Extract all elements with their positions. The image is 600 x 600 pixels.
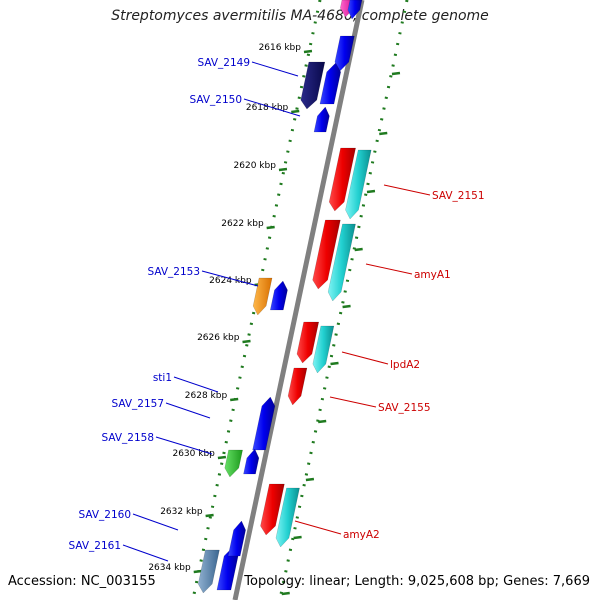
- gene-sav-2155-red[interactable]: [287, 367, 308, 406]
- scale-tick-label: 2616 kbp: [259, 43, 302, 53]
- scale-tick-right: [366, 189, 376, 194]
- right-label-leader: [341, 351, 389, 365]
- scale-tick-left: [230, 397, 239, 402]
- left-gene-label[interactable]: SAV_2153: [147, 266, 200, 278]
- scale-tick-left: [278, 167, 288, 172]
- scale-tick-left: [291, 109, 300, 114]
- left-gene-label[interactable]: SAV_2157: [111, 398, 164, 410]
- scale-tick-right: [318, 419, 327, 424]
- scale-tick-right: [293, 535, 302, 540]
- gene-sav-2161-steel[interactable]: [197, 549, 220, 594]
- right-gene-label[interactable]: lpdA2: [390, 359, 420, 371]
- right-label-leader: [294, 520, 342, 535]
- left-label-leader: [173, 376, 219, 393]
- scale-tick-right: [342, 304, 351, 309]
- left-label-leader: [251, 61, 299, 77]
- scale-tick-label: 2618 kbp: [246, 103, 289, 113]
- scale-tick-label: 2626 kbp: [197, 333, 240, 343]
- gene-sav-2158-green[interactable]: [224, 449, 243, 478]
- genome-backbone: [232, 0, 365, 600]
- scale-tick-left: [242, 339, 251, 344]
- scale-tick-label: 2622 kbp: [221, 219, 264, 229]
- left-gene-label[interactable]: SAV_2149: [197, 57, 250, 69]
- scale-tick-label: 2634 kbp: [148, 563, 191, 573]
- gene-sav-2149[interactable]: [300, 61, 326, 110]
- right-label-leader: [329, 396, 377, 408]
- gene-sav-2158-blue[interactable]: [243, 448, 260, 475]
- left-gene-label[interactable]: sti1: [153, 372, 172, 384]
- scale-tick-left: [303, 49, 313, 54]
- gene-amya1-red[interactable]: [312, 219, 341, 290]
- left-label-leader: [132, 513, 179, 531]
- gene-amya2-cyan[interactable]: [275, 487, 300, 548]
- gene-sav-2150[interactable]: [313, 106, 330, 133]
- scale-tick-label: 2628 kbp: [185, 391, 228, 401]
- left-label-leader: [243, 98, 301, 117]
- scale-tick-right: [391, 71, 401, 76]
- right-gene-label[interactable]: amyA2: [343, 529, 380, 541]
- gene-amya2-red[interactable]: [260, 483, 285, 536]
- gene-lpda2-cyan[interactable]: [312, 325, 335, 374]
- right-label-leader: [365, 263, 413, 275]
- left-label-leader: [122, 544, 169, 562]
- gene-lpda2-red[interactable]: [296, 321, 320, 364]
- gene-sti1[interactable]: [252, 396, 276, 451]
- scale-tick-label: 2630 kbp: [172, 449, 215, 459]
- gene-sav-2153-blue[interactable]: [269, 280, 288, 311]
- gene-blue-2616[interactable]: [334, 35, 355, 72]
- gene-sav-2151-cyan[interactable]: [345, 149, 372, 220]
- scale-tick-left: [217, 455, 227, 460]
- left-label-leader: [201, 270, 259, 287]
- gene-partial-blue[interactable]: [347, 0, 363, 20]
- scale-tick-left: [266, 225, 275, 230]
- right-label-leader: [383, 184, 431, 196]
- scale-tick-left: [193, 569, 202, 574]
- left-gene-label[interactable]: SAV_2150: [189, 94, 242, 106]
- scale-tick-right: [354, 247, 363, 252]
- right-gene-label[interactable]: amyA1: [414, 269, 451, 281]
- gene-amya1-cyan[interactable]: [327, 223, 356, 302]
- scale-tick-right: [281, 591, 290, 596]
- scale-tick-label: 2632 kbp: [160, 507, 203, 517]
- scale-tick-label: 2624 kbp: [209, 276, 252, 286]
- left-gene-label[interactable]: SAV_2158: [101, 432, 154, 444]
- map-title: Streptomyces avermitilis MA-4680, comple…: [111, 8, 489, 24]
- gene-sav-2151-red[interactable]: [328, 147, 356, 212]
- gene-sav-2153-orange[interactable]: [252, 277, 273, 316]
- scale-tick-left: [205, 513, 214, 518]
- left-label-leader: [165, 402, 211, 419]
- gene-sav-2160[interactable]: [227, 520, 246, 557]
- scale-tick-right: [379, 131, 388, 136]
- right-gene-label[interactable]: SAV_2155: [378, 402, 431, 414]
- left-gene-label[interactable]: SAV_2161: [68, 540, 121, 552]
- scale-tick-label: 2620 kbp: [234, 161, 277, 171]
- accession-text: Accession: NC_003155: [8, 574, 156, 589]
- scale-tick-right: [330, 361, 339, 366]
- topology-text: Topology: linear; Length: 9,025,608 bp; …: [244, 574, 590, 589]
- gene-sav-2149-b[interactable]: [319, 62, 342, 105]
- left-gene-label[interactable]: SAV_2160: [78, 509, 131, 521]
- left-label-leader: [155, 436, 213, 455]
- scale-tick-right: [305, 477, 315, 482]
- right-gene-label[interactable]: SAV_2151: [432, 190, 485, 202]
